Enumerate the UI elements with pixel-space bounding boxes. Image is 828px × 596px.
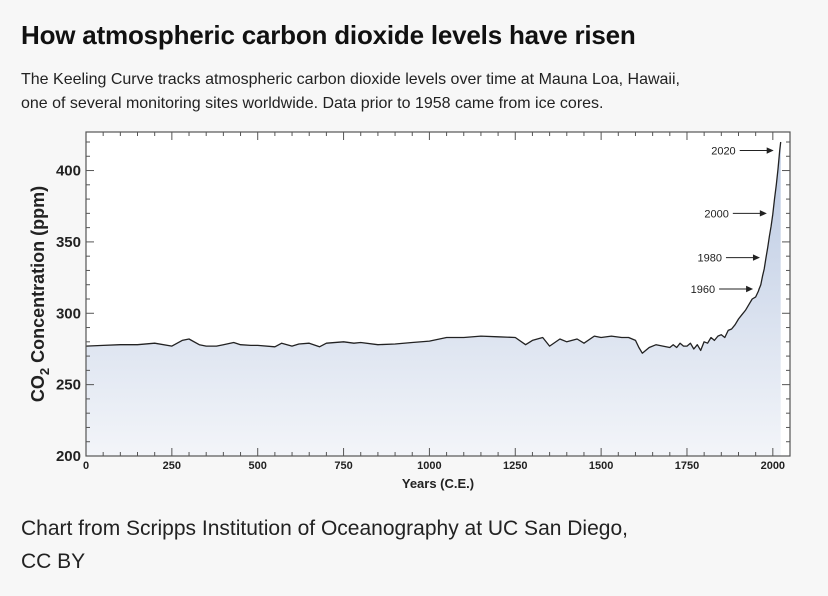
x-tick-label: 250 [163, 460, 181, 472]
y-tick-label: 350 [56, 234, 81, 251]
x-tick-label: 500 [249, 460, 267, 472]
x-tick-label: 2000 [761, 460, 785, 472]
arrow-head-icon [752, 254, 760, 261]
y-tick-label: 250 [56, 377, 81, 394]
x-tick-label: 1750 [675, 460, 699, 472]
y-tick-label: 400 [56, 163, 81, 180]
plot-frame [85, 131, 791, 457]
year-annotation: 2000 [704, 208, 767, 220]
x-tick-label: 1000 [417, 460, 441, 472]
co2-series-line [85, 141, 782, 354]
y-tick-label: 200 [56, 448, 81, 465]
y-tick-label: 300 [56, 305, 81, 322]
chart-title: How atmospheric carbon dioxide levels ha… [21, 20, 636, 50]
co2-area-fill [86, 142, 781, 456]
year-annotation-label: 2020 [711, 146, 735, 158]
credit-line-1: Chart from Scripps Institution of Oceano… [21, 517, 628, 540]
x-tick-label: 1500 [589, 460, 613, 472]
x-tick-label: 750 [334, 460, 352, 472]
year-annotation-label: 2000 [704, 208, 728, 220]
year-annotation: 2020 [711, 146, 774, 158]
x-tick-label: 1250 [503, 460, 527, 472]
year-annotation: 1960 [691, 284, 754, 296]
chart-credit: Chart from Scripps Institution of Oceano… [21, 512, 811, 578]
arrow-head-icon [766, 147, 774, 154]
y-axis-title: CO2 Concentration (ppm) [28, 186, 52, 402]
year-annotation-label: 1980 [697, 253, 721, 265]
year-annotation: 1980 [697, 253, 760, 265]
x-tick-label: 0 [83, 460, 89, 472]
x-axis-title: Years (C.E.) [402, 476, 474, 491]
subtitle-line-1: The Keeling Curve tracks atmospheric car… [21, 71, 680, 88]
credit-line-2: CC BY [21, 550, 86, 573]
chart-subtitle: The Keeling Curve tracks atmospheric car… [21, 68, 821, 116]
subtitle-line-2: one of several monitoring sites worldwid… [21, 95, 604, 112]
arrow-head-icon [746, 285, 754, 293]
year-annotation-label: 1960 [691, 284, 715, 296]
keeling-curve-chart: 0 250 500 750 1000 1250 1500 1750 2000 200 250 300 3… [28, 131, 791, 491]
arrow-head-icon [759, 210, 767, 217]
